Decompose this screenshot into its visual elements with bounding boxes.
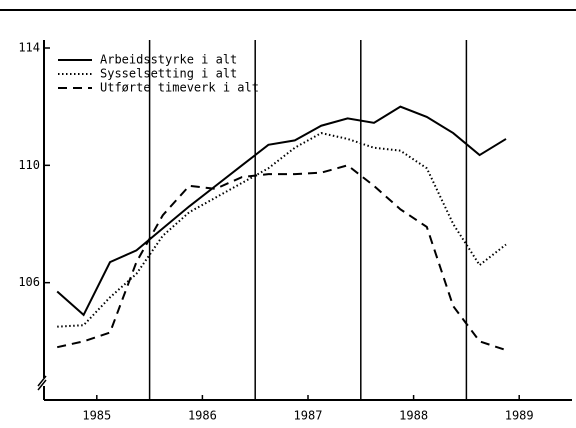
axis-break	[37, 375, 47, 387]
series-line	[56, 164, 507, 352]
legend-label: Utførte timeverk i alt	[100, 81, 259, 95]
series-line	[57, 132, 507, 328]
y-tick-label: 110	[18, 158, 40, 172]
y-tick-label: 114	[18, 41, 40, 55]
x-tick-label: 1987	[294, 409, 323, 423]
x-tick-label: 1986	[188, 409, 217, 423]
legend-label: Arbeidsstyrke i alt	[100, 53, 237, 67]
axis-break	[37, 379, 47, 391]
x-tick-label: 1985	[82, 409, 111, 423]
y-tick-label: 106	[18, 275, 40, 289]
legend-label: Sysselsetting i alt	[100, 67, 237, 81]
series-line	[56, 105, 507, 317]
x-tick-label: 1989	[505, 409, 534, 423]
x-tick-label: 1988	[399, 409, 428, 423]
